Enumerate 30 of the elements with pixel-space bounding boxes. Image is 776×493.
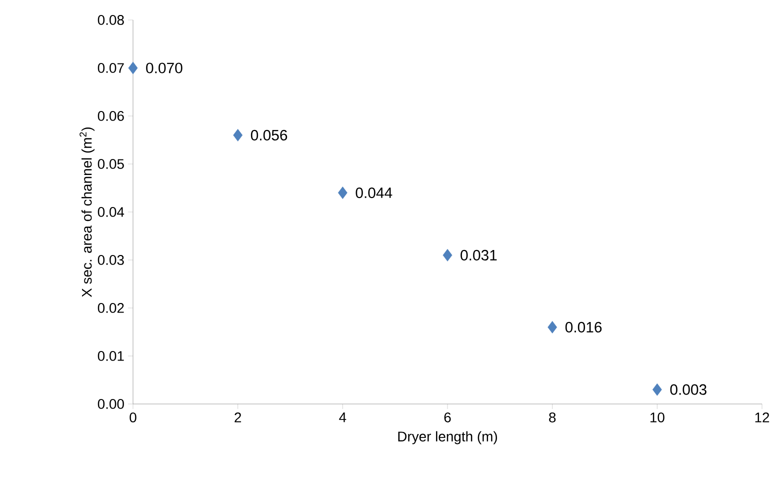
data-label: 0.003 <box>670 384 706 395</box>
point <box>652 383 662 396</box>
x-axis-title: Dryer length (m) <box>398 431 497 444</box>
x-tick-label: 12 <box>755 412 770 422</box>
data-label: 0.031 <box>460 250 497 260</box>
point <box>338 186 348 199</box>
y-tick-label: 0.03 <box>98 255 124 265</box>
y-tick-label: 0.05 <box>98 159 124 169</box>
y-tick-label: 0.06 <box>98 111 124 121</box>
y-tick-label: 0.04 <box>98 207 124 217</box>
x-tick-label: 6 <box>444 412 451 422</box>
data-label: 0.016 <box>565 322 602 332</box>
x-tick-label: 4 <box>339 412 346 422</box>
point <box>128 62 138 74</box>
y-tick-label: 0.00 <box>98 399 124 409</box>
x-tick-label: 10 <box>650 412 664 422</box>
point <box>442 248 452 262</box>
point <box>233 128 243 142</box>
data-label: 0.056 <box>250 130 288 140</box>
data-label: 0.044 <box>356 187 392 198</box>
data-label: 0.070 <box>146 62 182 74</box>
x-tick-label: 8 <box>549 412 556 422</box>
point <box>548 320 558 334</box>
y-tick-label: 0.08 <box>98 15 124 25</box>
x-tick-label: 2 <box>234 412 242 422</box>
y-axis-title: X sec. area of channel (m$^{2}$) <box>80 127 95 298</box>
x-tick-label: 0 <box>130 412 136 422</box>
y-tick-label: 0.02 <box>98 303 124 313</box>
y-tick-label: 0.01 <box>98 351 124 361</box>
y-tick-label: 0.07 <box>98 63 124 73</box>
